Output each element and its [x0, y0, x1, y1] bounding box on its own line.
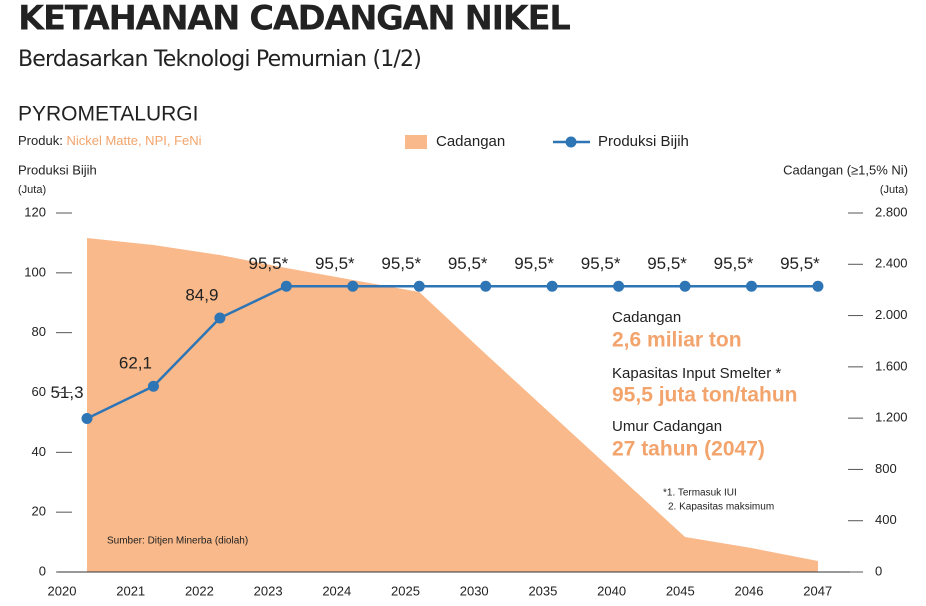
annotation: Umur Cadangan [612, 418, 722, 435]
x-tick-label: 2030 [460, 583, 489, 598]
annotation: 95,5 juta ton/tahun [612, 384, 798, 407]
point [214, 312, 226, 324]
value-label: 95,5* [315, 254, 355, 273]
value-label: 95,5* [780, 254, 820, 273]
x-tick-label: 2020 [48, 583, 77, 598]
legend-label: Cadangan [436, 133, 505, 150]
x-tick-label: 2040 [597, 583, 626, 598]
value-label: 95,5* [381, 254, 421, 273]
value-label: 62,1 [119, 354, 152, 373]
point [81, 413, 93, 425]
point [413, 280, 425, 292]
y2-axis-label: Cadangan (≥1,5% Ni) [783, 162, 908, 177]
y-tick-label: 120 [24, 204, 46, 219]
point [679, 280, 691, 292]
x-tick-label: 2046 [735, 583, 764, 598]
y2-tick-label: 2.800 [875, 204, 908, 219]
y-axis-unit: (Juta) [18, 184, 46, 196]
y-axis-label: Produksi Bijih [18, 162, 97, 177]
point [812, 280, 824, 292]
y-tick-label: 40 [32, 444, 46, 459]
y2-tick-label: 2.400 [875, 256, 908, 271]
x-tick-label: 2023 [254, 583, 283, 598]
y-tick-label: 0 [39, 563, 46, 578]
point [746, 280, 757, 292]
point [147, 380, 159, 392]
y-tick-label: 100 [24, 264, 46, 279]
x-tick-label: 2035 [528, 583, 557, 598]
value-label: 95,5* [514, 254, 554, 273]
point [546, 280, 558, 292]
x-tick-label: 2047 [803, 583, 832, 598]
point [347, 280, 359, 292]
x-tick-label: 2024 [322, 583, 351, 598]
product-label: Produk: [18, 133, 63, 148]
plot: 51,362,184,995,5* 95,5* 95,5* 95,5* 95,5* 95,… [50, 238, 824, 573]
y2-tick-label: 400 [875, 512, 897, 527]
y-tick-label: 60 [32, 384, 46, 399]
legend-swatch [405, 135, 427, 149]
section-title: PYROMETALURGI [18, 103, 198, 126]
line [86, 285, 818, 420]
product-value: Nickel Matte, NPI, FeNi [66, 133, 201, 148]
x-tick-label: 2021 [116, 583, 145, 598]
annotation: Cadangan [612, 309, 681, 326]
y2-tick-label: 800 [875, 461, 897, 476]
point [280, 280, 292, 292]
annotation: Kapasitas Input Smelter * [612, 365, 781, 382]
legend-dot [565, 136, 577, 148]
value-label: 95,5* [581, 254, 621, 273]
x-tick-label: 2045 [666, 583, 695, 598]
y2-tick-label: 1.600 [875, 358, 908, 373]
value-label: 95,5* [448, 254, 488, 273]
y-tick-label: 80 [32, 324, 46, 339]
y2-tick-label: 1.200 [875, 410, 908, 425]
value-label: 95,5* [248, 254, 288, 273]
chart-title: KETAHANAN CADANGAN NIKEL [18, 0, 570, 39]
y-tick-label: 20 [32, 504, 46, 519]
footnote: 2. Kapasitas maksimum [668, 502, 774, 513]
point [613, 280, 625, 292]
x-tick-label: 2022 [185, 583, 214, 598]
annotation: 27 tahun (2047) [612, 438, 765, 461]
y2-tick-label: 2.000 [875, 307, 908, 322]
y2-axis-unit: (Juta) [880, 184, 908, 196]
y2-tick-label: 0 [875, 563, 882, 578]
legend-label: Produksi Bijih [598, 133, 689, 150]
chart-subtitle: Berdasarkan Teknologi Pemurnian (1/2) [18, 47, 421, 72]
value-label: 95,5* [714, 254, 754, 273]
annotation: 2,6 miliar ton [612, 329, 742, 352]
footnote: *1. Termasuk IUI [663, 488, 737, 499]
source: Sumber: Ditjen Minerba (diolah) [107, 536, 248, 547]
value-label: 95,5* [647, 254, 687, 273]
product: Produk: Nickel Matte, NPI, FeNi [18, 133, 202, 148]
area [87, 238, 818, 573]
point [480, 280, 492, 292]
x-tick-label: 2025 [391, 583, 420, 598]
value-label: 84,9 [185, 285, 218, 304]
